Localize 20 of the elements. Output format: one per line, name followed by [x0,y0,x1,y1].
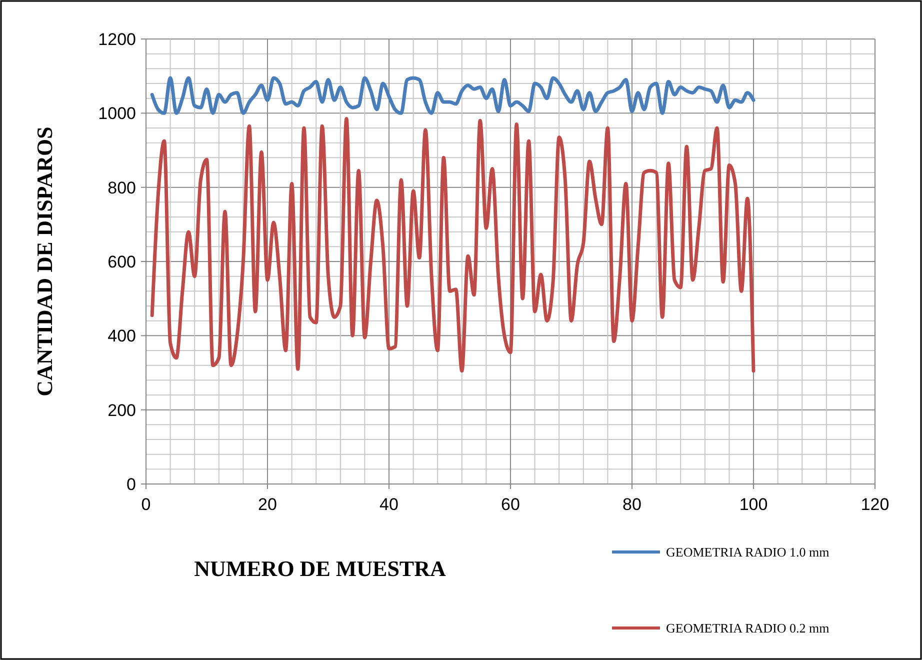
x-tick-label: 60 [501,495,520,514]
y-tick-label: 600 [108,252,136,272]
line-series [150,116,756,373]
y-tick-label: 1200 [98,30,136,49]
legend-label: GEOMETRIA RADIO 0.2 mm [666,620,830,636]
y-tick-label: 400 [108,326,136,346]
x-tick-label: 100 [739,495,768,514]
y-tick-label: 1000 [98,104,136,124]
x-axis-title: NUMERO DE MUESTRA [194,556,446,581]
line-series [150,76,756,115]
y-axis-title: CANTIDAD DE DISPAROS [32,126,57,396]
y-tick-label: 800 [108,178,136,198]
y-tick-label: 0 [126,474,136,494]
x-tick-label: 0 [141,495,151,514]
x-tick-label: 20 [258,495,277,514]
y-tick-label: 200 [108,400,136,420]
x-tick-label: 40 [380,495,398,514]
x-tick-label: 120 [860,495,890,514]
legend-label: GEOMETRIA RADIO 1.0 mm [666,544,830,560]
x-tick-label: 80 [622,495,642,514]
